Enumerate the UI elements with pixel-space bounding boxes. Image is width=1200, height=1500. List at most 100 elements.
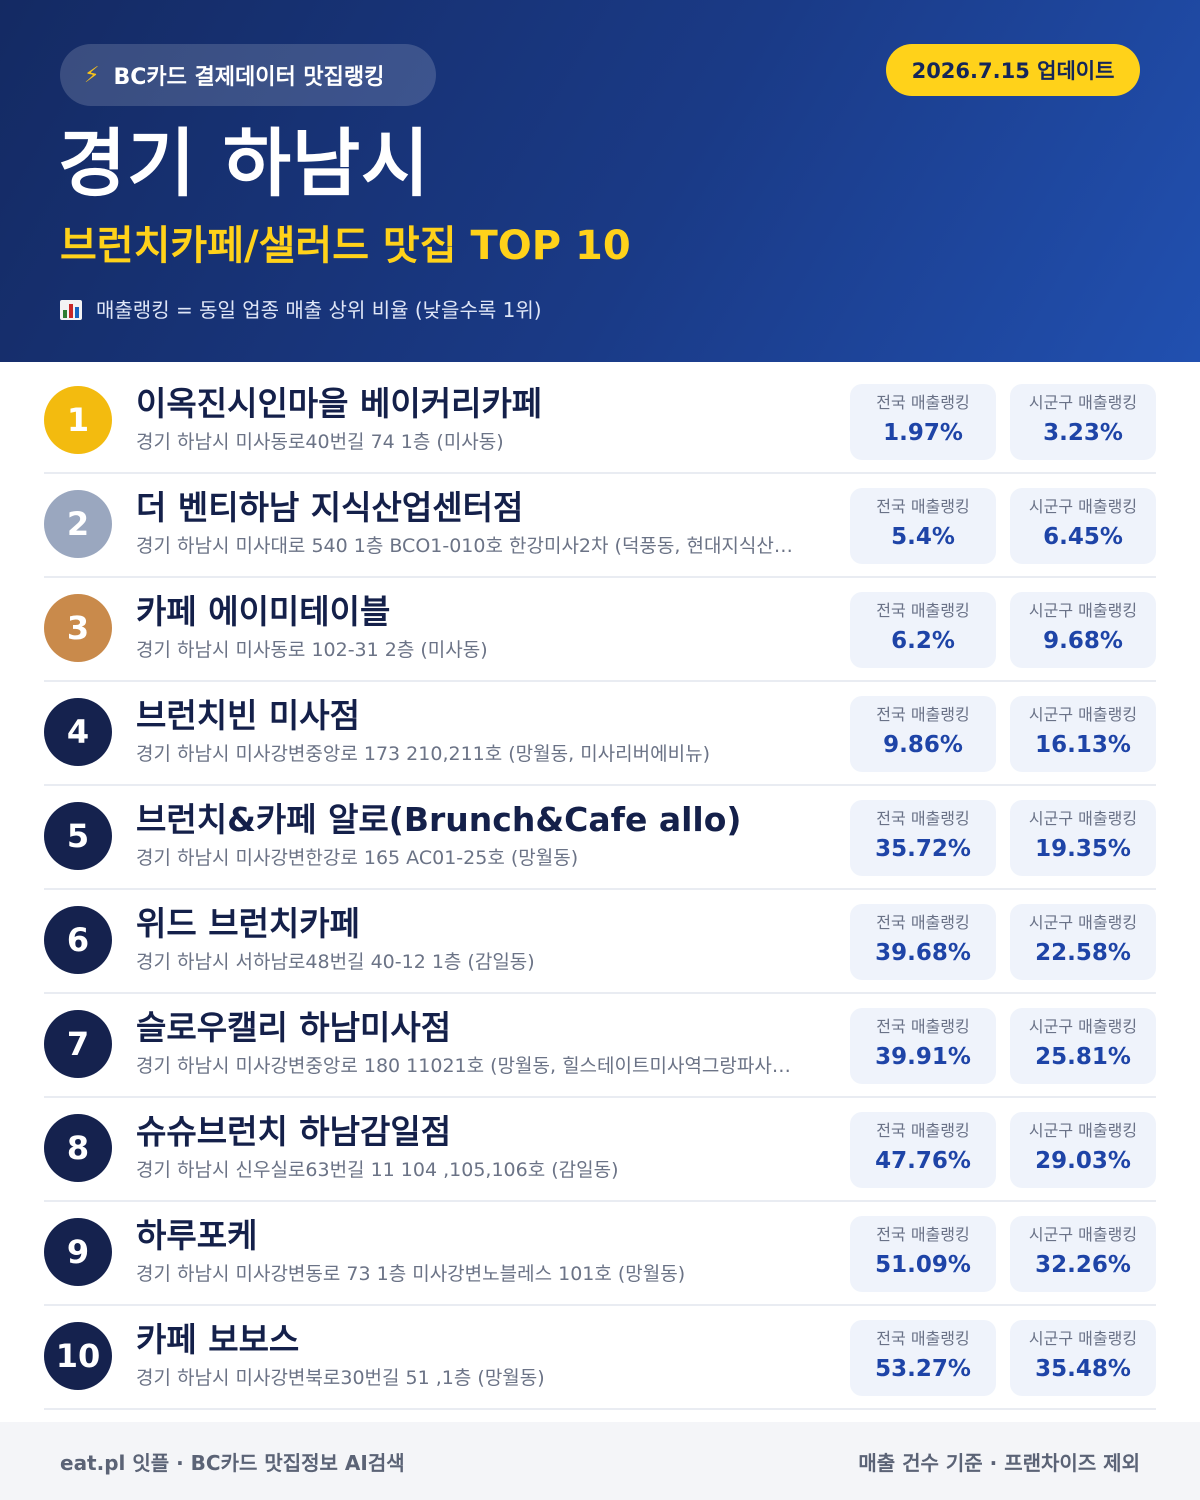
district-ranking-card: 시군구 매출랭킹 19.35% [1010,800,1156,876]
restaurant-name: 위드 브런치카페 [136,904,361,943]
list-item[interactable]: 1 이옥진시인마을 베이커리카페 경기 하남시 미사동로40번길 74 1층 (미사… [44,370,1156,474]
district-ranking-card: 시군구 매출랭킹 16.13% [1010,696,1156,772]
national-ranking-label: 전국 매출랭킹 [876,601,970,620]
district-ranking-label: 시군구 매출랭킹 [1028,705,1138,724]
national-ranking-label: 전국 매출랭킹 [876,393,970,412]
restaurant-address: 경기 하남시 서하남로48번길 40-12 1층 (감일동) [136,951,535,973]
district-ranking-label: 시군구 매출랭킹 [1028,497,1138,516]
national-ranking-card: 전국 매출랭킹 6.2% [850,592,996,668]
national-ranking-value: 47.76% [875,1148,971,1174]
district-ranking-value: 35.48% [1035,1356,1131,1382]
national-ranking-value: 39.68% [875,940,971,966]
ranking-note-text: 매출랭킹 = 동일 업종 매출 상위 비율 (낮을수록 1위) [96,298,542,322]
national-ranking-label: 전국 매출랭킹 [876,497,970,516]
bar-chart-icon [60,300,82,320]
national-ranking-value: 6.2% [891,628,955,654]
national-ranking-label: 전국 매출랭킹 [876,1225,970,1244]
page-title: 경기 하남시 [58,121,431,207]
rank-badge: 4 [44,698,112,766]
list-item[interactable]: 5 브런치&카페 알로(Brunch&Cafe allo) 경기 하남시 미사강변한… [44,786,1156,890]
restaurant-name: 하루포케 [136,1216,258,1255]
rank-badge: 2 [44,490,112,558]
district-ranking-card: 시군구 매출랭킹 29.03% [1010,1112,1156,1188]
district-ranking-label: 시군구 매출랭킹 [1028,1017,1138,1036]
list-item[interactable]: 8 슈슈브런치 하남감일점 경기 하남시 신우실로63번길 11 104 ,105,… [44,1098,1156,1202]
national-ranking-card: 전국 매출랭킹 5.4% [850,488,996,564]
restaurant-address: 경기 하남시 미사강변북로30번길 51 ,1층 (망월동) [136,1367,545,1389]
restaurant-address: 경기 하남시 미사강변중앙로 180 11021호 (망월동, 힐스테이트미사역… [136,1055,791,1077]
district-ranking-value: 32.26% [1035,1252,1131,1278]
ranking-note: 매출랭킹 = 동일 업종 매출 상위 비율 (낮을수록 1위) [60,294,542,326]
source-pill: ⚡ BC카드 결제데이터 맛집랭킹 [60,44,436,106]
national-ranking-card: 전국 매출랭킹 39.91% [850,1008,996,1084]
district-ranking-label: 시군구 매출랭킹 [1028,1225,1138,1244]
district-ranking-card: 시군구 매출랭킹 25.81% [1010,1008,1156,1084]
footer-source: eat.pl 잇플 · BC카드 맛집정보 AI검색 [60,1450,405,1475]
national-ranking-value: 39.91% [875,1044,971,1070]
district-ranking-card: 시군구 매출랭킹 32.26% [1010,1216,1156,1292]
district-ranking-card: 시군구 매출랭킹 6.45% [1010,488,1156,564]
restaurant-name: 이옥진시인마을 베이커리카페 [136,384,543,423]
district-ranking-value: 9.68% [1043,628,1123,654]
national-ranking-value: 53.27% [875,1356,971,1382]
restaurant-name: 브런치빈 미사점 [136,696,361,735]
source-label: BC카드 결제데이터 맛집랭킹 [113,65,385,90]
restaurant-address: 경기 하남시 미사동로40번길 74 1층 (미사동) [136,431,504,453]
restaurant-address: 경기 하남시 신우실로63번길 11 104 ,105,106호 (감일동) [136,1159,619,1181]
national-ranking-value: 35.72% [875,836,971,862]
national-ranking-label: 전국 매출랭킹 [876,913,970,932]
rank-badge: 6 [44,906,112,974]
district-ranking-card: 시군구 매출랭킹 3.23% [1010,384,1156,460]
district-ranking-label: 시군구 매출랭킹 [1028,393,1138,412]
list-item[interactable]: 10 카페 보보스 경기 하남시 미사강변북로30번길 51 ,1층 (망월동) 전국… [44,1306,1156,1410]
district-ranking-label: 시군구 매출랭킹 [1028,913,1138,932]
restaurant-name: 카페 에이미테이블 [136,592,391,631]
district-ranking-value: 25.81% [1035,1044,1131,1070]
national-ranking-card: 전국 매출랭킹 39.68% [850,904,996,980]
national-ranking-label: 전국 매출랭킹 [876,705,970,724]
rank-badge: 5 [44,802,112,870]
district-ranking-value: 3.23% [1043,420,1123,446]
footer-criteria: 매출 건수 기준 · 프랜차이즈 제외 [858,1450,1140,1475]
restaurant-address: 경기 하남시 미사강변동로 73 1층 미사강변노블레스 101호 (망월동) [136,1263,686,1285]
national-ranking-card: 전국 매출랭킹 47.76% [850,1112,996,1188]
national-ranking-label: 전국 매출랭킹 [876,1121,970,1140]
district-ranking-value: 19.35% [1035,836,1131,862]
list-item[interactable]: 3 카페 에이미테이블 경기 하남시 미사동로 102-31 2층 (미사동) 전국 … [44,578,1156,682]
restaurant-address: 경기 하남시 미사강변중앙로 173 210,211호 (망월동, 미사리버에비… [136,743,710,765]
restaurant-name: 더 벤티하남 지식산업센터점 [136,488,524,527]
district-ranking-label: 시군구 매출랭킹 [1028,1121,1138,1140]
ranking-list: 1 이옥진시인마을 베이커리카페 경기 하남시 미사동로40번길 74 1층 (미사… [44,370,1156,1410]
restaurant-address: 경기 하남시 미사강변한강로 165 AC01-25호 (망월동) [136,847,579,869]
national-ranking-card: 전국 매출랭킹 51.09% [850,1216,996,1292]
restaurant-name: 브런치&카페 알로(Brunch&Cafe allo) [136,800,742,839]
rank-badge: 9 [44,1218,112,1286]
district-ranking-card: 시군구 매출랭킹 22.58% [1010,904,1156,980]
national-ranking-value: 5.4% [891,524,955,550]
header-banner: ⚡ BC카드 결제데이터 맛집랭킹 2026.7.15 업데이트 경기 하남시 … [0,0,1200,362]
national-ranking-card: 전국 매출랭킹 53.27% [850,1320,996,1396]
district-ranking-card: 시군구 매출랭킹 9.68% [1010,592,1156,668]
district-ranking-value: 29.03% [1035,1148,1131,1174]
restaurant-name: 카페 보보스 [136,1320,300,1359]
national-ranking-value: 9.86% [883,732,963,758]
national-ranking-label: 전국 매출랭킹 [876,1329,970,1348]
district-ranking-label: 시군구 매출랭킹 [1028,601,1138,620]
list-item[interactable]: 7 슬로우캘리 하남미사점 경기 하남시 미사강변중앙로 180 11021호 (망… [44,994,1156,1098]
footer: eat.pl 잇플 · BC카드 맛집정보 AI검색 매출 건수 기준 · 프랜… [0,1422,1200,1500]
district-ranking-label: 시군구 매출랭킹 [1028,809,1138,828]
restaurant-name: 슈슈브런치 하남감일점 [136,1112,452,1151]
national-ranking-card: 전국 매출랭킹 1.97% [850,384,996,460]
list-item[interactable]: 2 더 벤티하남 지식산업센터점 경기 하남시 미사대로 540 1층 BCO1-0… [44,474,1156,578]
national-ranking-label: 전국 매출랭킹 [876,1017,970,1036]
district-ranking-value: 16.13% [1035,732,1131,758]
district-ranking-label: 시군구 매출랭킹 [1028,1329,1138,1348]
national-ranking-card: 전국 매출랭킹 9.86% [850,696,996,772]
national-ranking-card: 전국 매출랭킹 35.72% [850,800,996,876]
national-ranking-label: 전국 매출랭킹 [876,809,970,828]
restaurant-address: 경기 하남시 미사동로 102-31 2층 (미사동) [136,639,488,661]
lightning-bolt-icon: ⚡ [84,62,100,88]
